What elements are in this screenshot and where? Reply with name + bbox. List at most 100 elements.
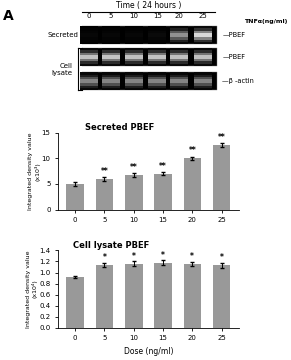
Bar <box>80 37 98 40</box>
Bar <box>170 31 188 33</box>
Bar <box>102 72 120 75</box>
Bar <box>80 53 98 55</box>
Bar <box>80 64 98 66</box>
Bar <box>170 77 188 79</box>
Bar <box>170 84 188 86</box>
Bar <box>170 40 188 42</box>
Text: *: * <box>102 253 107 262</box>
Bar <box>102 64 120 66</box>
Text: **: ** <box>189 147 196 156</box>
Bar <box>194 81 212 84</box>
Bar <box>125 264 143 328</box>
Bar <box>148 53 166 55</box>
Text: Cell lysate PBEF: Cell lysate PBEF <box>73 241 149 250</box>
Bar <box>80 84 98 86</box>
Text: 15: 15 <box>153 13 162 19</box>
Text: *: * <box>220 253 223 262</box>
Bar <box>148 33 166 35</box>
Text: 25: 25 <box>198 13 207 19</box>
Bar <box>80 81 98 84</box>
Bar <box>194 72 212 75</box>
Bar <box>125 59 143 62</box>
Bar <box>194 35 212 37</box>
Bar <box>148 79 166 81</box>
Bar <box>170 50 188 53</box>
Bar <box>170 35 188 37</box>
Bar <box>194 40 212 42</box>
Bar <box>80 31 98 33</box>
Bar <box>80 33 98 35</box>
Bar <box>194 75 212 77</box>
Bar <box>148 84 166 86</box>
Bar <box>102 53 120 55</box>
Bar <box>170 88 188 90</box>
Text: **: ** <box>101 167 108 176</box>
Bar <box>170 48 188 50</box>
Bar <box>125 55 143 57</box>
Bar <box>148 61 166 64</box>
Bar <box>148 86 166 88</box>
Text: *: * <box>161 251 165 260</box>
Bar <box>170 61 188 64</box>
Text: A: A <box>3 9 14 23</box>
Bar <box>148 50 166 53</box>
Bar <box>125 42 143 44</box>
Bar <box>80 79 98 81</box>
Y-axis label: Integrated density value
(x10⁴): Integrated density value (x10⁴) <box>26 250 38 328</box>
Bar <box>102 31 120 33</box>
Bar <box>170 33 188 35</box>
Bar <box>125 35 143 37</box>
Bar <box>96 265 113 328</box>
Bar <box>194 86 212 88</box>
Bar <box>170 86 188 88</box>
Bar <box>82 48 217 66</box>
Bar <box>194 28 212 31</box>
Bar <box>170 53 188 55</box>
Text: **: ** <box>130 163 138 172</box>
Bar <box>170 72 188 75</box>
Bar <box>148 88 166 90</box>
Bar <box>102 33 120 35</box>
Text: Cell
lysate: Cell lysate <box>52 63 73 76</box>
Bar <box>170 28 188 31</box>
Bar <box>80 42 98 44</box>
Bar <box>102 37 120 40</box>
Bar <box>148 40 166 42</box>
Bar <box>80 40 98 42</box>
Bar <box>66 277 84 328</box>
Bar <box>194 37 212 40</box>
Bar <box>194 26 212 28</box>
Bar <box>194 57 212 59</box>
Bar <box>102 48 120 50</box>
Bar <box>148 28 166 31</box>
Bar <box>96 179 113 210</box>
Bar <box>148 59 166 62</box>
Bar <box>125 75 143 77</box>
Bar <box>125 50 143 53</box>
Bar <box>102 55 120 57</box>
Bar <box>125 26 143 28</box>
Bar <box>102 86 120 88</box>
Bar <box>148 72 166 75</box>
Bar <box>102 75 120 77</box>
Bar <box>102 50 120 53</box>
Bar <box>80 75 98 77</box>
Bar <box>148 77 166 79</box>
Bar <box>80 50 98 53</box>
Bar <box>66 184 84 210</box>
Bar <box>125 31 143 33</box>
Bar <box>80 86 98 88</box>
Bar <box>148 64 166 66</box>
Bar <box>102 88 120 90</box>
Bar <box>194 55 212 57</box>
Bar <box>154 174 172 210</box>
Bar <box>125 28 143 31</box>
Bar <box>125 33 143 35</box>
Bar <box>148 48 166 50</box>
Bar <box>80 55 98 57</box>
Bar <box>102 59 120 62</box>
Bar <box>148 81 166 84</box>
Bar <box>148 57 166 59</box>
Bar <box>80 48 98 50</box>
Bar <box>125 48 143 50</box>
